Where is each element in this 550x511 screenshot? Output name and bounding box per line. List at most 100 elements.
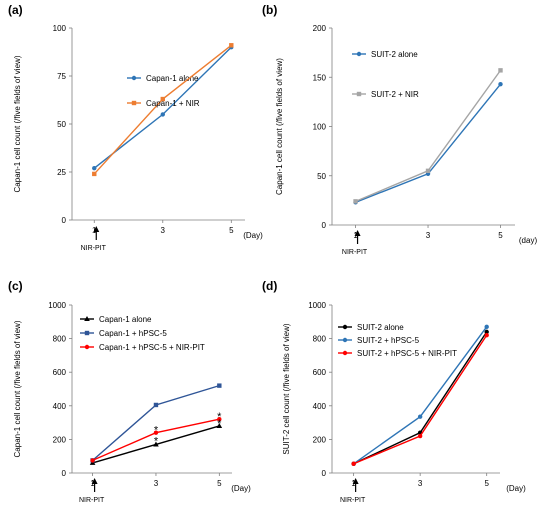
x-tick-label: 5 bbox=[498, 231, 503, 240]
arrow-label: NIR-PIT bbox=[340, 497, 366, 504]
series-1 bbox=[353, 68, 503, 204]
y-tick-label: 0 bbox=[62, 216, 67, 225]
y-tick-label: 1000 bbox=[308, 301, 326, 310]
legend-label: Capan-1 + NIR bbox=[146, 99, 200, 108]
panel-2: (c)02004006008001000135(Day)Capan-1 cell… bbox=[8, 279, 251, 504]
data-point bbox=[90, 458, 95, 463]
panel-label: (d) bbox=[262, 279, 277, 293]
legend-marker bbox=[131, 100, 137, 106]
data-point bbox=[160, 96, 165, 102]
x-unit-label: (Day) bbox=[506, 484, 526, 493]
y-tick-label: 0 bbox=[62, 469, 67, 478]
panel-0: (a)0255075100135(Day)Capan-1 cell count … bbox=[8, 3, 263, 252]
data-point bbox=[417, 433, 423, 439]
series-1 bbox=[92, 43, 234, 177]
legend-marker bbox=[84, 316, 90, 321]
significance-star: * bbox=[217, 418, 222, 430]
data-point bbox=[217, 383, 222, 388]
series-2 bbox=[90, 417, 222, 463]
y-tick-label: 0 bbox=[322, 469, 327, 478]
data-point bbox=[153, 430, 159, 435]
arrow-label: NIR-PIT bbox=[79, 497, 105, 504]
up-arrow-icon bbox=[93, 226, 100, 232]
data-point bbox=[498, 68, 503, 73]
data-point bbox=[484, 329, 489, 335]
series-1 bbox=[351, 324, 489, 466]
legend-marker bbox=[356, 91, 362, 97]
x-tick-label: 3 bbox=[418, 479, 423, 488]
y-axis-label: SUIT-2 cell count (/five fields of view) bbox=[282, 323, 291, 454]
y-tick-label: 200 bbox=[53, 435, 67, 444]
data-point bbox=[417, 414, 423, 419]
legend-label: Capan-1 + hPSC-5 bbox=[99, 329, 167, 338]
y-tick-label: 150 bbox=[313, 73, 327, 82]
x-tick-label: 3 bbox=[161, 226, 166, 235]
x-unit-label: (Day) bbox=[231, 484, 251, 493]
data-point bbox=[217, 417, 222, 422]
series-line bbox=[93, 44, 232, 175]
y-tick-label: 200 bbox=[313, 435, 327, 444]
y-tick-label: 75 bbox=[57, 72, 66, 81]
data-point bbox=[425, 168, 431, 174]
y-axis-label: Capan-1 cell count (/five fields of view… bbox=[13, 320, 22, 457]
legend-marker bbox=[356, 51, 362, 57]
y-axis-label: Capan-1 cell count (/five fields of view… bbox=[275, 58, 284, 195]
panel-3: (d)02004006008001000135(Day)SUIT-2 cell … bbox=[262, 279, 526, 504]
legend-marker bbox=[342, 324, 348, 330]
data-point bbox=[353, 199, 358, 204]
legend-label: SUIT-2 + NIR bbox=[371, 90, 419, 99]
series-2 bbox=[351, 333, 489, 466]
data-point bbox=[92, 165, 97, 171]
x-tick-label: 5 bbox=[217, 479, 222, 488]
data-point bbox=[153, 441, 159, 447]
panel-label: (b) bbox=[262, 3, 277, 17]
y-tick-label: 100 bbox=[313, 123, 327, 132]
y-tick-label: 800 bbox=[313, 335, 327, 344]
y-tick-label: 50 bbox=[317, 172, 326, 181]
data-point bbox=[160, 112, 165, 117]
arrow-label: NIR-PIT bbox=[81, 245, 107, 252]
y-tick-label: 100 bbox=[53, 24, 67, 33]
y-tick-label: 1000 bbox=[48, 301, 66, 310]
legend-marker bbox=[342, 350, 348, 356]
y-tick-label: 25 bbox=[57, 168, 66, 177]
up-arrow-icon bbox=[91, 478, 98, 484]
legend-marker bbox=[84, 330, 90, 336]
data-point bbox=[484, 324, 489, 330]
legend-label: Capan-1 alone bbox=[146, 74, 199, 83]
legend-label: Capan-1 alone bbox=[99, 315, 152, 324]
legend-marker bbox=[84, 344, 90, 350]
data-point bbox=[216, 422, 223, 428]
significance-star: * bbox=[217, 411, 222, 423]
data-point bbox=[484, 333, 489, 338]
legend-label: SUIT-2 alone bbox=[371, 50, 418, 59]
up-arrow-icon bbox=[352, 478, 359, 484]
data-point bbox=[92, 171, 97, 177]
y-tick-label: 0 bbox=[322, 221, 327, 230]
data-point bbox=[351, 461, 356, 466]
panel-label: (c) bbox=[8, 279, 23, 293]
x-tick-label: 5 bbox=[484, 479, 489, 488]
significance-star: * bbox=[154, 424, 159, 436]
legend-label: Capan-1 + hPSC-5 + NIR-PIT bbox=[99, 343, 205, 352]
data-point bbox=[229, 43, 234, 48]
series-0 bbox=[353, 81, 503, 205]
y-axis-label: Capan-1 cell count (/five fields of view… bbox=[13, 55, 22, 192]
legend-marker bbox=[342, 337, 348, 343]
y-tick-label: 800 bbox=[53, 335, 67, 344]
significance-star: * bbox=[154, 435, 159, 447]
y-tick-label: 50 bbox=[57, 120, 66, 129]
x-tick-label: 5 bbox=[229, 226, 234, 235]
x-unit-label: (day) bbox=[519, 236, 538, 245]
legend-label: SUIT-2 alone bbox=[357, 323, 404, 332]
panel-label: (a) bbox=[8, 3, 23, 17]
y-tick-label: 600 bbox=[53, 368, 67, 377]
x-unit-label: (Day) bbox=[243, 231, 263, 240]
legend-label: SUIT-2 + hPSC-5 + NIR-PIT bbox=[357, 349, 457, 358]
series-line bbox=[355, 83, 502, 203]
arrow-label: NIR-PIT bbox=[342, 249, 368, 256]
y-tick-label: 600 bbox=[313, 368, 327, 377]
up-arrow-icon bbox=[354, 230, 361, 236]
series-line bbox=[353, 326, 488, 465]
